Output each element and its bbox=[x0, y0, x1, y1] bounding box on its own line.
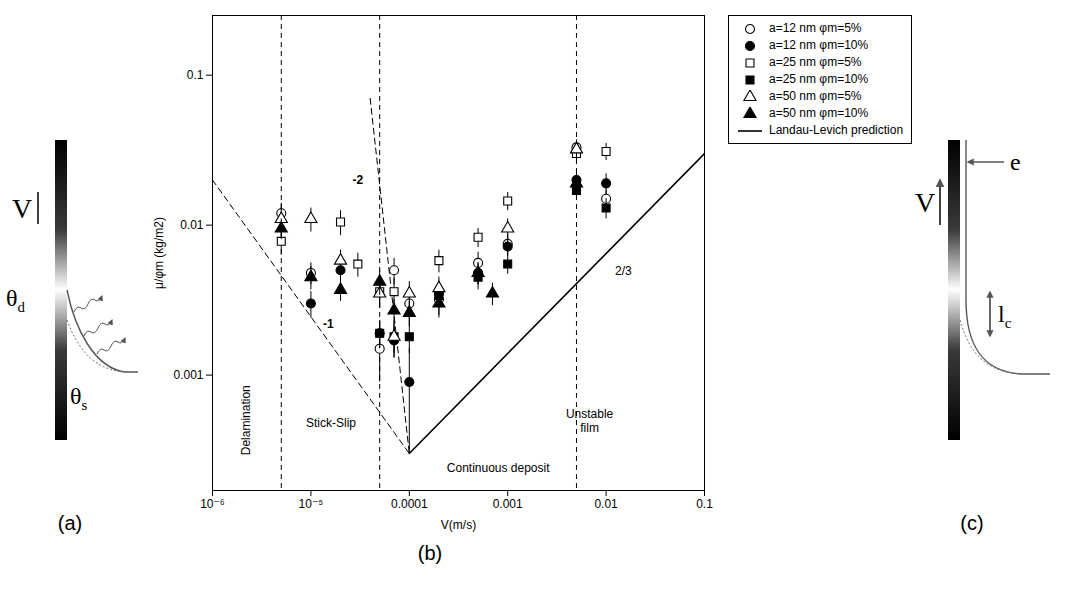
html-text:a=25 nm φm=10%: a=25 nm φm=10% bbox=[769, 72, 869, 86]
svg-text:(a): (a) bbox=[58, 512, 82, 534]
html-text:a=12 nm φm=10%: a=12 nm φm=10% bbox=[769, 38, 869, 52]
html-text:a=50 nm φm=5%: a=50 nm φm=5% bbox=[769, 89, 862, 103]
svg-text:e: e bbox=[1010, 149, 1021, 175]
html-text:(b): (b) bbox=[417, 542, 443, 564]
svg-text:-2: -2 bbox=[353, 173, 364, 187]
svg-text:(c): (c) bbox=[960, 512, 983, 534]
svg-text:Unstablefilm: Unstablefilm bbox=[566, 407, 614, 435]
svg-text:0.01: 0.01 bbox=[180, 218, 204, 232]
html-text:a=50 nm φm=10%: a=50 nm φm=10% bbox=[769, 106, 869, 120]
svg-text:0.01: 0.01 bbox=[594, 497, 618, 511]
svg-text:0.001: 0.001 bbox=[493, 497, 523, 511]
svg-text:0.1: 0.1 bbox=[187, 68, 204, 82]
svg-text:0.0001: 0.0001 bbox=[391, 497, 428, 511]
svg-text:V: V bbox=[12, 193, 32, 224]
svg-text:10⁻⁶: 10⁻⁶ bbox=[200, 497, 225, 511]
svg-text:0.001: 0.001 bbox=[173, 368, 203, 382]
svg-text:θs: θs bbox=[70, 383, 88, 413]
html-text:a=25 nm φm=5%: a=25 nm φm=5% bbox=[769, 55, 862, 69]
svg-text:10⁻⁵: 10⁻⁵ bbox=[299, 497, 324, 511]
svg-text:μ/φm (kg/m2): μ/φm (kg/m2) bbox=[152, 217, 166, 289]
svg-text:Delamination: Delamination bbox=[239, 385, 253, 455]
svg-text:Continuous deposit: Continuous deposit bbox=[447, 461, 550, 475]
svg-text:2/3: 2/3 bbox=[615, 264, 632, 278]
svg-text:-1: -1 bbox=[323, 317, 334, 331]
svg-text:V(m/s): V(m/s) bbox=[441, 518, 476, 532]
svg-text:lc: lc bbox=[998, 301, 1012, 331]
html-text:Landau-Levich prediction: Landau-Levich prediction bbox=[769, 123, 904, 137]
html-text:a=12 nm φm=5%: a=12 nm φm=5% bbox=[769, 21, 862, 35]
svg-text:θd: θd bbox=[6, 285, 26, 315]
svg-text:Stick-Slip: Stick-Slip bbox=[306, 416, 356, 430]
svg-text:V: V bbox=[915, 187, 935, 218]
svg-text:0.1: 0.1 bbox=[696, 497, 713, 511]
